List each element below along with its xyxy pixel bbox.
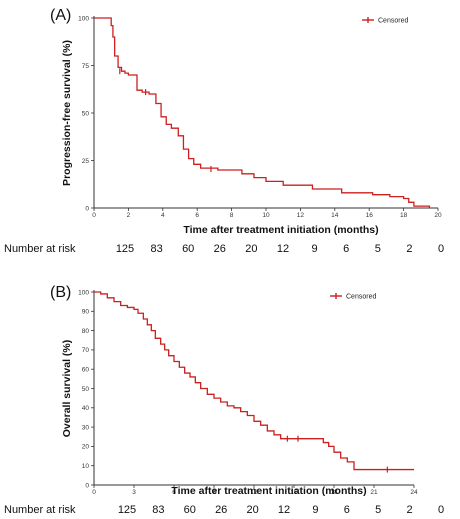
x-tick-label: 15 bbox=[290, 489, 298, 496]
y-tick-label: 75 bbox=[82, 63, 90, 70]
risk-table-label: Number at risk bbox=[4, 243, 76, 255]
y-tick-label: 30 bbox=[82, 424, 90, 431]
x-tick-label: 6 bbox=[172, 489, 176, 496]
x-tick-label: 0 bbox=[92, 212, 96, 219]
x-tick-label: 2 bbox=[127, 212, 131, 219]
risk-value: 125 bbox=[116, 243, 134, 255]
x-tick-label: 18 bbox=[330, 489, 338, 496]
risk-value: 26 bbox=[215, 504, 227, 516]
y-tick-label: 100 bbox=[78, 15, 89, 22]
risk-value: 0 bbox=[438, 243, 444, 255]
risk-value: 12 bbox=[277, 243, 289, 255]
x-tick-label: 20 bbox=[434, 212, 442, 219]
y-tick-label: 0 bbox=[85, 205, 89, 212]
y-tick-label: 25 bbox=[82, 158, 90, 165]
y-tick-label: 70 bbox=[82, 347, 90, 354]
y-tick-label: 50 bbox=[82, 386, 90, 393]
y-tick-label: 90 bbox=[82, 309, 90, 316]
risk-value: 2 bbox=[407, 504, 413, 516]
y-tick-label: 80 bbox=[82, 328, 90, 335]
risk-value: 2 bbox=[406, 243, 412, 255]
risk-table-label: Number at risk bbox=[4, 504, 76, 516]
x-tick-label: 14 bbox=[331, 212, 339, 219]
x-tick-label: 16 bbox=[366, 212, 374, 219]
y-tick-label: 100 bbox=[78, 289, 89, 296]
x-tick-label: 9 bbox=[212, 489, 216, 496]
risk-value: 0 bbox=[438, 504, 444, 516]
y-tick-label: 40 bbox=[82, 405, 90, 412]
x-tick-label: 3 bbox=[132, 489, 136, 496]
x-tick-label: 21 bbox=[370, 489, 378, 496]
survival-curve bbox=[94, 291, 414, 471]
risk-value: 60 bbox=[182, 243, 194, 255]
risk-value: 125 bbox=[118, 504, 136, 516]
y-tick-label: 60 bbox=[82, 367, 90, 374]
risk-value: 20 bbox=[245, 243, 257, 255]
x-tick-label: 8 bbox=[230, 212, 234, 219]
legend-label: Censored bbox=[346, 294, 376, 301]
risk-value: 5 bbox=[375, 243, 381, 255]
risk-value: 26 bbox=[214, 243, 226, 255]
y-axis-title: Overall survival (%) bbox=[61, 340, 73, 437]
risk-value: 6 bbox=[343, 243, 349, 255]
x-tick-label: 12 bbox=[297, 212, 305, 219]
x-tick-label: 4 bbox=[161, 212, 165, 219]
x-tick-label: 12 bbox=[250, 489, 258, 496]
panel-label: (B) bbox=[50, 284, 71, 301]
risk-value: 20 bbox=[246, 504, 258, 516]
risk-value: 9 bbox=[312, 243, 318, 255]
risk-value: 60 bbox=[184, 504, 196, 516]
panel-label: (A) bbox=[50, 7, 71, 24]
y-axis-title: Progression-free survival (%) bbox=[61, 40, 73, 186]
y-tick-label: 20 bbox=[82, 444, 90, 451]
risk-value: 5 bbox=[375, 504, 381, 516]
x-tick-label: 18 bbox=[400, 212, 408, 219]
y-tick-label: 0 bbox=[85, 482, 89, 489]
risk-value: 83 bbox=[150, 243, 162, 255]
x-axis-title: Time after treatment initiation (months) bbox=[171, 485, 366, 497]
risk-value: 9 bbox=[312, 504, 318, 516]
x-tick-label: 6 bbox=[195, 212, 199, 219]
y-tick-label: 50 bbox=[82, 110, 90, 117]
risk-value: 6 bbox=[344, 504, 350, 516]
y-tick-label: 10 bbox=[82, 463, 90, 470]
risk-value: 83 bbox=[152, 504, 164, 516]
x-tick-label: 24 bbox=[410, 489, 418, 496]
x-tick-label: 10 bbox=[262, 212, 270, 219]
survival-curve bbox=[94, 17, 431, 208]
legend-label: Censored bbox=[378, 18, 408, 25]
x-axis-title: Time after treatment initiation (months) bbox=[183, 224, 378, 236]
x-tick-label: 0 bbox=[92, 489, 96, 496]
risk-value: 12 bbox=[278, 504, 290, 516]
